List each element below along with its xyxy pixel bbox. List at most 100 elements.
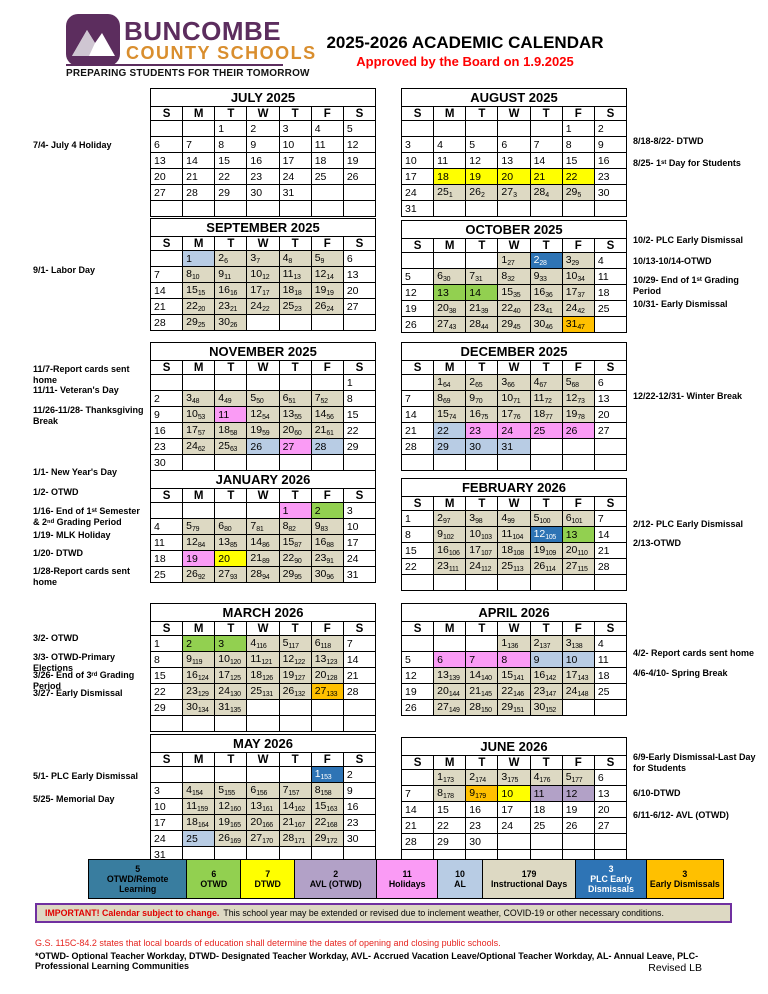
day-number: 18 bbox=[154, 552, 166, 565]
day-number: 1 bbox=[437, 376, 443, 388]
legend-item-inst: 179 Instructional Days bbox=[482, 859, 577, 899]
instructional-day-count: 170 bbox=[262, 838, 273, 845]
day-cell: 18 bbox=[593, 667, 628, 684]
day-number: 3 bbox=[250, 252, 257, 264]
instructional-day-count: 92 bbox=[197, 574, 206, 581]
instructional-day-count: 140 bbox=[480, 675, 492, 682]
instructional-day-count: 173 bbox=[442, 777, 454, 784]
day-number: 2 bbox=[437, 512, 443, 524]
instructional-day-count: 19 bbox=[326, 290, 334, 297]
day-cell: 1919 bbox=[310, 282, 344, 299]
day-of-week-header: S bbox=[342, 621, 377, 636]
day-cell: 10 bbox=[497, 785, 531, 802]
day-cell: 26 bbox=[246, 438, 280, 455]
instructional-day-count: 116 bbox=[256, 643, 267, 650]
instructional-day-count: 157 bbox=[288, 790, 300, 797]
day-number: 24 bbox=[154, 832, 166, 845]
day-cell bbox=[214, 715, 248, 732]
day-number: 11 bbox=[597, 653, 609, 666]
day-of-week-header: M bbox=[182, 106, 216, 121]
day-cell: 651 bbox=[278, 390, 312, 407]
day-number: 24 bbox=[501, 424, 514, 437]
day-number: 2 bbox=[469, 771, 476, 783]
day-cell bbox=[310, 715, 344, 732]
annotation-l-3: 11/11- Veteran's Day bbox=[33, 385, 119, 395]
day-number: 21 bbox=[250, 552, 263, 564]
day-cell: 1818 bbox=[278, 282, 312, 299]
instructional-day-count: 46 bbox=[545, 324, 553, 331]
day-cell bbox=[497, 454, 531, 471]
day-of-week-header: F bbox=[561, 621, 595, 636]
day-cell: 1 bbox=[561, 120, 595, 137]
day-number: 27 bbox=[314, 685, 327, 697]
day-cell: 26 bbox=[561, 817, 595, 834]
day-number: 4 bbox=[437, 138, 443, 151]
day-number: 24 bbox=[405, 186, 417, 199]
instructional-day-count: 123 bbox=[326, 659, 338, 666]
day-cell: 21 bbox=[182, 168, 216, 185]
day-cell: 16 bbox=[593, 152, 628, 169]
day-cell: 7 bbox=[593, 510, 628, 527]
day-cell: 17 bbox=[342, 534, 377, 551]
day-cell: 14 bbox=[400, 406, 435, 423]
instructional-day-count: 136 bbox=[507, 643, 519, 650]
day-number: 26 bbox=[314, 300, 327, 312]
day-cell: 16142 bbox=[529, 667, 563, 684]
day-cell: 8178 bbox=[433, 785, 467, 802]
day-cell: 1153 bbox=[310, 766, 344, 783]
day-cell: 7 bbox=[465, 651, 499, 668]
day-cell: 2220 bbox=[182, 298, 216, 315]
day-number: 16 bbox=[533, 669, 546, 681]
legend-label: OTWD/Remote Learning bbox=[106, 873, 169, 895]
day-number: 25 bbox=[533, 819, 546, 832]
day-of-week-header: T bbox=[529, 755, 563, 770]
day-number: 16 bbox=[154, 424, 166, 437]
day-cell: 26 bbox=[400, 316, 435, 333]
day-cell: 15 bbox=[433, 801, 467, 818]
instructional-day-count: 63 bbox=[229, 446, 238, 453]
day-cell: 4 bbox=[149, 518, 184, 535]
day-cell: 20 bbox=[214, 550, 248, 567]
day-cell: 28 bbox=[310, 438, 344, 455]
day-number: 15 bbox=[437, 408, 449, 420]
day-cell: 9102 bbox=[433, 526, 467, 543]
instructional-day-count: 130 bbox=[229, 691, 241, 698]
day-cell bbox=[310, 314, 344, 331]
day-number: 20 bbox=[218, 552, 230, 565]
day-cell bbox=[310, 454, 344, 471]
day-cell: 14 bbox=[400, 801, 435, 818]
instructional-day-count: 158 bbox=[320, 790, 332, 797]
day-cell: 4 bbox=[310, 120, 344, 137]
month-title: APRIL 2026 bbox=[401, 603, 627, 622]
day-cell: 2240 bbox=[497, 300, 531, 317]
day-cell bbox=[561, 699, 595, 716]
day-cell: 1574 bbox=[433, 406, 467, 423]
month-title: JANUARY 2026 bbox=[150, 470, 376, 489]
day-cell bbox=[400, 374, 435, 391]
day-number: 20 bbox=[154, 170, 166, 183]
day-number: 17 bbox=[346, 536, 359, 549]
month-title: AUGUST 2025 bbox=[401, 88, 627, 107]
day-cell: 6 bbox=[433, 651, 467, 668]
day-number: 10 bbox=[469, 528, 481, 540]
day-cell: 6 bbox=[149, 136, 184, 153]
day-number: 1 bbox=[501, 637, 508, 649]
day-number: 28 bbox=[469, 701, 481, 713]
day-cell bbox=[214, 766, 248, 783]
day-cell: 25 bbox=[529, 817, 563, 834]
day-cell: 14140 bbox=[465, 667, 499, 684]
day-of-week-header: S bbox=[342, 360, 377, 375]
instructional-day-count: 110 bbox=[577, 550, 588, 557]
day-number: 2 bbox=[533, 637, 540, 649]
day-cell: 11121 bbox=[246, 651, 280, 668]
day-of-week-header: W bbox=[246, 488, 280, 503]
day-cell: 9 bbox=[593, 136, 628, 153]
day-cell bbox=[497, 574, 531, 591]
day-cell: 3147 bbox=[561, 316, 595, 333]
instructional-day-count: 67 bbox=[539, 382, 547, 389]
day-number: 20 bbox=[282, 424, 295, 436]
day-number: 16 bbox=[250, 154, 263, 167]
day-number: 26 bbox=[282, 685, 295, 697]
day-cell: 5177 bbox=[561, 769, 595, 786]
day-cell: 1 bbox=[342, 374, 377, 391]
